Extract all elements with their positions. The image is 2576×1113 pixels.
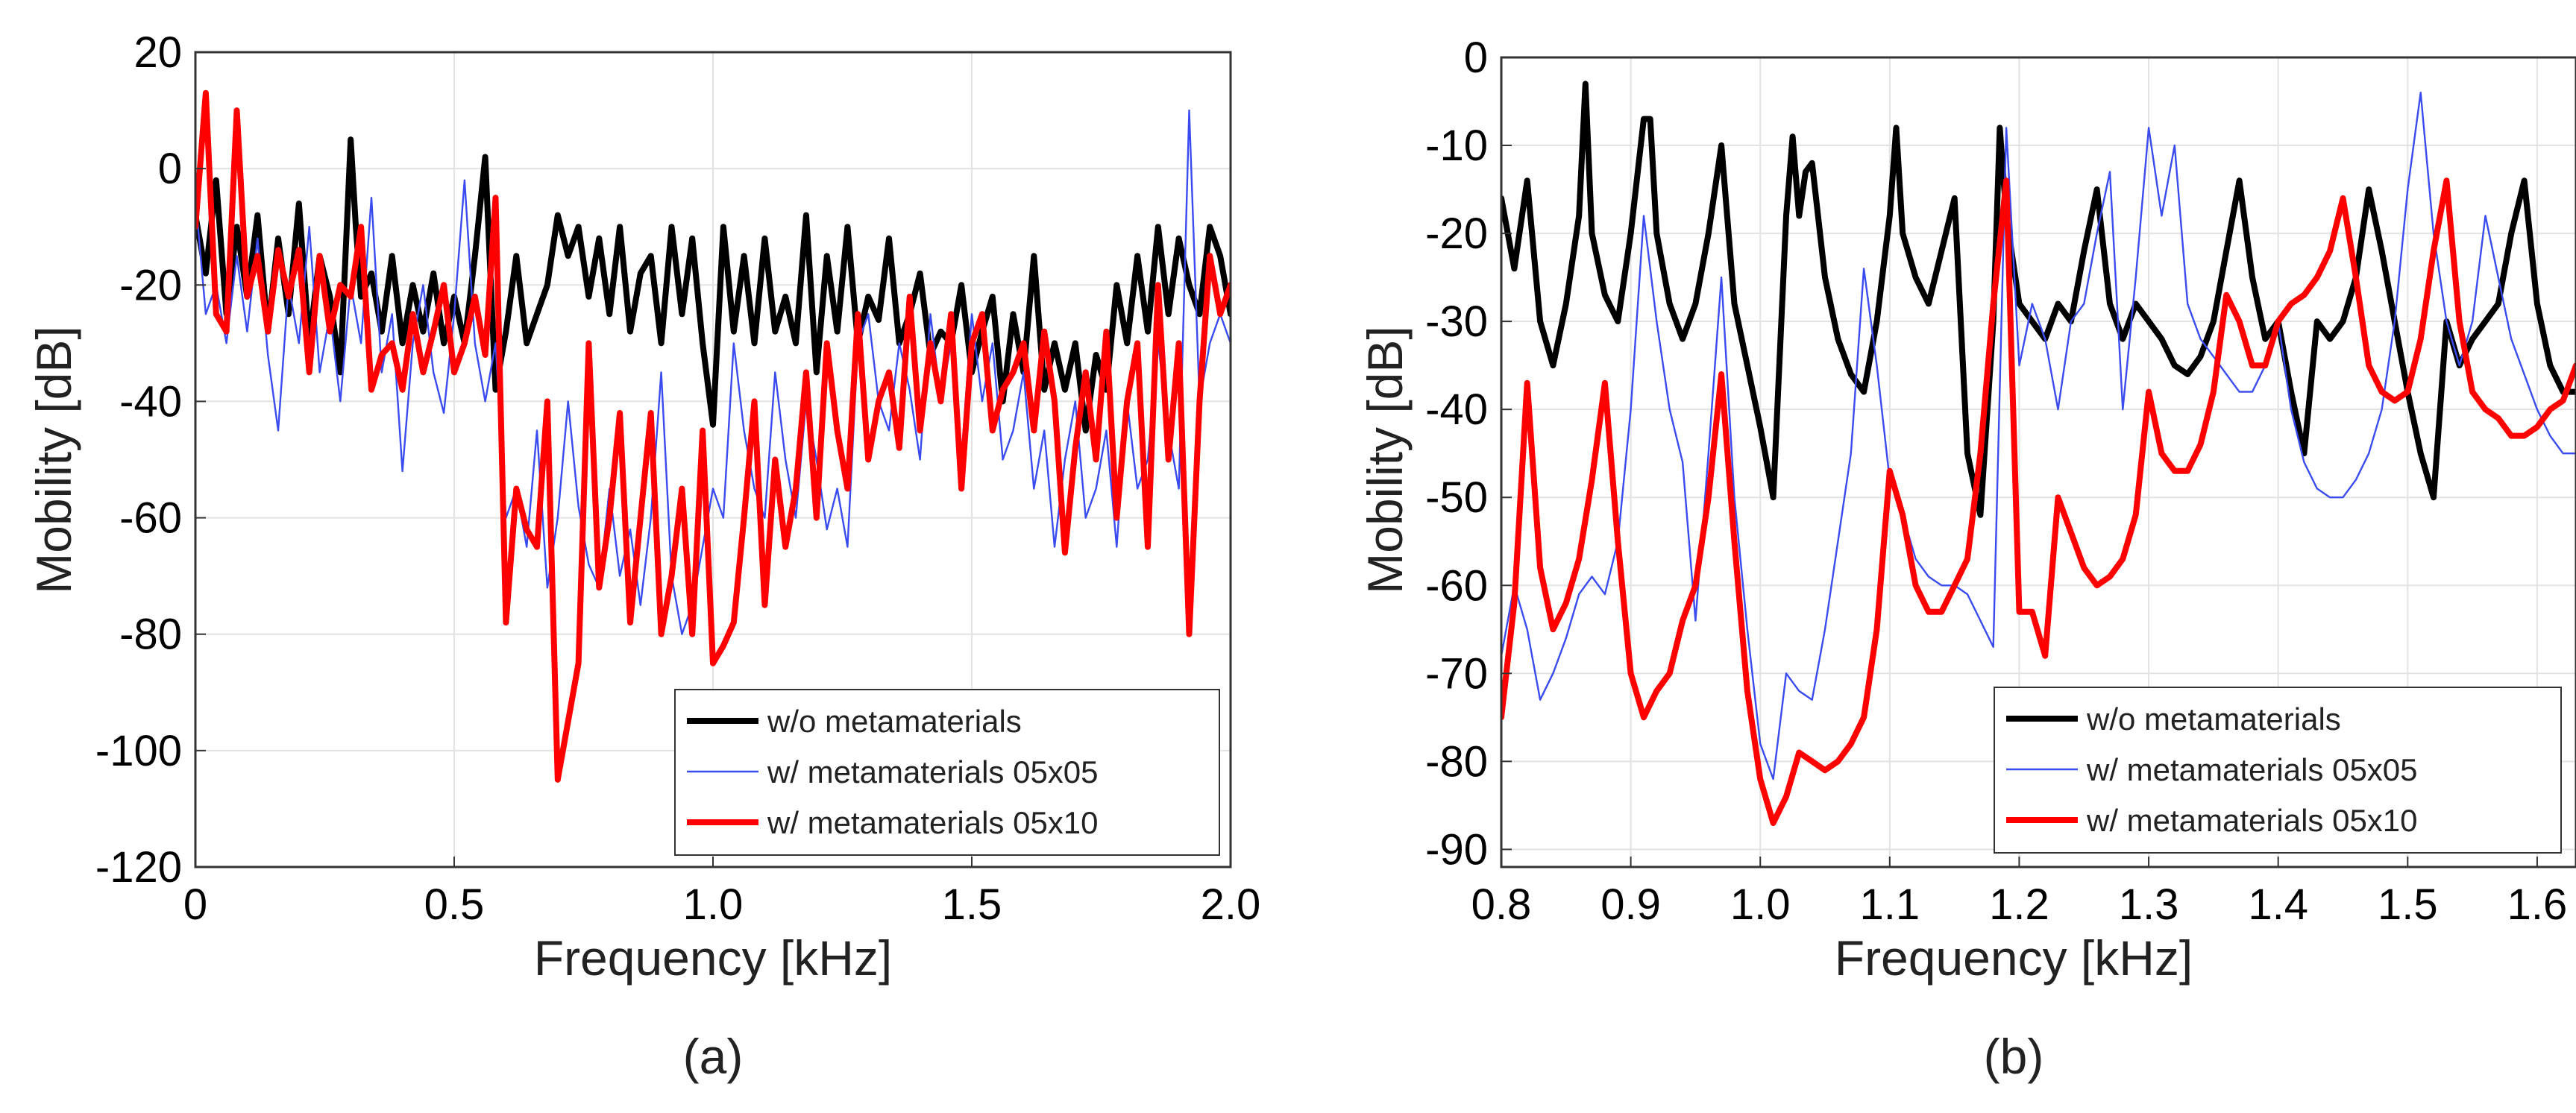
legend-entry-label: w/o metamaterials <box>2086 701 2341 737</box>
x-tick-label: 0.8 <box>1471 880 1532 929</box>
y-tick-label: -90 <box>1425 825 1488 874</box>
x-tick-label: 1.1 <box>1860 880 1920 929</box>
legend: w/o metamaterials w/ metamaterials 05x05 w… <box>674 689 1220 856</box>
y-tick-label: -20 <box>1425 209 1488 258</box>
legend-entry-label: w/ metamaterials 05x10 <box>767 805 1099 840</box>
panel-caption: (a) <box>683 1029 744 1084</box>
x-tick-label: 1.2 <box>1989 880 2049 929</box>
legend-entry-label: w/ metamaterials 05x10 <box>2086 803 2418 838</box>
y-tick-label: -50 <box>1425 473 1488 522</box>
x-tick-label: 1.6 <box>2507 880 2568 929</box>
legend: w/o metamaterials w/ metamaterials 05x05 w… <box>1994 687 2562 854</box>
y-tick-label: -20 <box>119 261 182 309</box>
series-line-b-1 <box>1501 91 2576 781</box>
chart-panel-a: 0 0.5 1.0 1.5 2.0 -120 -100 -80 -60 -40 -20 0 20 Freq… <box>26 28 1260 1084</box>
x-axis-label: Frequency [kHz] <box>534 930 893 986</box>
x-tick-label: 0 <box>183 880 207 929</box>
x-tick-label: 1.0 <box>1730 880 1791 929</box>
y-axis-label: Mobility [dB] <box>26 326 81 593</box>
x-tick-label: 1.0 <box>683 880 744 929</box>
y-tick-label: -70 <box>1425 649 1488 698</box>
panel-caption: (b) <box>1984 1029 2044 1084</box>
y-tick-label: -40 <box>119 377 182 426</box>
series-line-a-0 <box>195 136 1231 434</box>
series-line-b-0 <box>1501 81 2576 518</box>
y-tick-label: -120 <box>95 843 182 892</box>
x-tick-label: 0.9 <box>1600 880 1661 929</box>
y-tick-label: -60 <box>1425 561 1488 610</box>
legend-entry-label: w/ metamaterials 05x05 <box>767 754 1099 789</box>
y-tick-label: -100 <box>95 727 182 775</box>
y-tick-label: -80 <box>1425 737 1488 786</box>
x-tick-label: 0.5 <box>424 880 485 929</box>
y-tick-label: -30 <box>1425 297 1488 346</box>
legend-entry-label: w/ metamaterials 05x05 <box>2086 752 2418 787</box>
legend-box <box>1994 687 2562 854</box>
x-tick-label: 1.5 <box>2378 880 2438 929</box>
series-line-a-2 <box>195 89 1231 783</box>
axes-frame-b <box>1500 56 2576 868</box>
y-tick-label: -80 <box>119 611 182 659</box>
series-line-b-2 <box>1501 177 2576 826</box>
y-tick-label: -10 <box>1425 122 1488 170</box>
x-tick-label: 1.4 <box>2248 880 2308 929</box>
y-tick-label: 0 <box>1464 34 1488 82</box>
legend-box <box>674 689 1220 856</box>
y-axis-label: Mobility [dB] <box>1357 326 1413 593</box>
x-axis-label: Frequency [kHz] <box>1835 930 2193 986</box>
x-tick-label: 1.5 <box>942 880 1002 929</box>
y-tick-label: 0 <box>158 145 182 193</box>
legend-entry-label: w/o metamaterials <box>767 704 1022 739</box>
y-tick-label: -60 <box>119 494 182 543</box>
series-line-a-1 <box>195 109 1231 635</box>
x-tick-label: 1.3 <box>2119 880 2179 929</box>
y-tick-label: -40 <box>1425 385 1488 434</box>
x-tick-label: 2.0 <box>1201 880 1261 929</box>
y-tick-label: 20 <box>133 28 182 77</box>
chart-panel-b: 0.8 0.9 1.0 1.1 1.2 1.3 1.4 1.5 1.6 -90 -80 -70 -60 -… <box>1357 34 2576 1084</box>
